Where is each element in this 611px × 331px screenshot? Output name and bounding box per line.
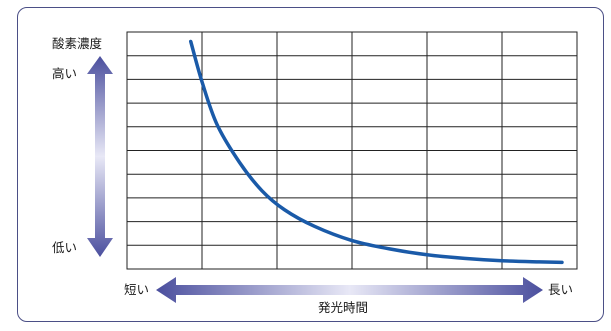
x-axis-long-label: 長い [548,282,574,297]
x-axis-short-label: 短い [124,282,150,297]
y-axis-title: 酸素濃度 [52,36,103,51]
grid-lines [127,32,577,269]
y-axis-high-label: 高い [52,66,78,81]
series-line [189,39,564,265]
horizontal-double-arrow [156,277,543,303]
plot-border [126,31,578,270]
x-axis-title: 発光時間 [318,300,369,315]
y-axis-low-label: 低い [52,240,78,255]
vertical-double-arrow [87,56,113,257]
